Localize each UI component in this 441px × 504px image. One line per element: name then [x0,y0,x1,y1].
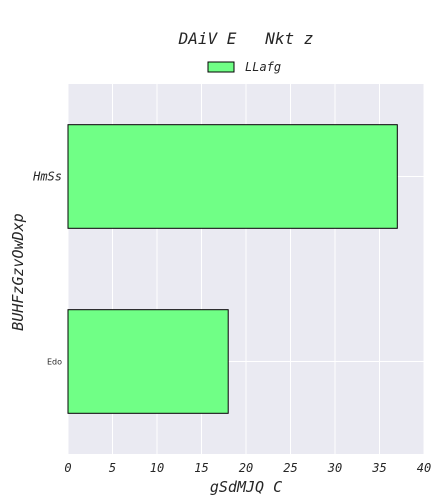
legend-label: LLafg [245,60,281,74]
y-axis-ticks: HmSs Edo [32,170,62,367]
x-tick-label: 35 [371,461,386,475]
y-axis-label: BUHFzGzvOwDxp [9,213,27,330]
x-tick-label: 15 [194,461,208,475]
x-tick-label: 10 [150,461,164,475]
legend: LLafg [207,60,281,74]
x-axis-label: gSdMJQ C [210,478,282,496]
chart-title: DAiV E Nkt z [178,29,314,48]
y-tick-label: Edo [47,358,62,367]
bar-edo [67,309,229,414]
x-tick-label: 0 [64,461,71,475]
bar-hmss [67,124,398,229]
y-tick-label: HmSs [32,170,62,184]
x-axis-ticks: 0 5 10 15 20 25 30 35 40 [64,461,431,475]
x-tick-label: 30 [327,461,342,475]
x-tick-label: 40 [417,461,431,475]
x-tick-label: 5 [109,461,116,475]
legend-swatch [207,61,235,73]
x-tick-label: 20 [239,461,253,475]
x-tick-label: 25 [283,461,297,475]
bars [67,124,398,414]
